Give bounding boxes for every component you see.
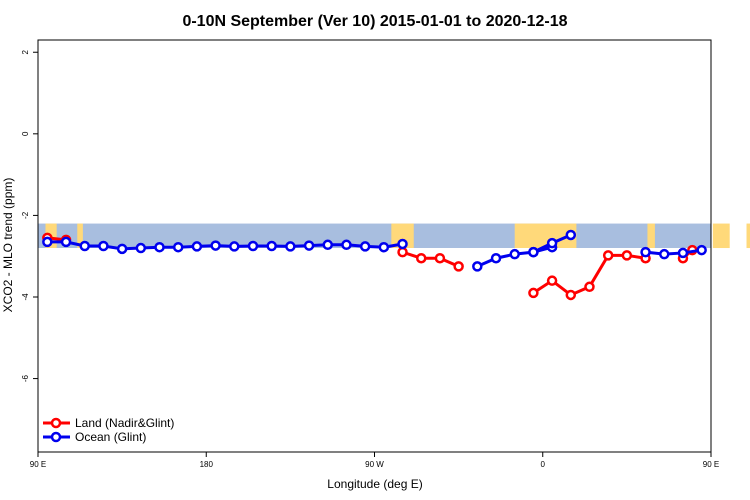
data-point (397, 246, 408, 258)
legend: Land (Nadir&Glint)Ocean (Glint) (43, 416, 174, 444)
y-tick-label: 2 (21, 49, 30, 54)
map-background-band (38, 223, 750, 252)
data-point (341, 239, 352, 251)
data-point (696, 244, 707, 256)
y-tick-label: -2 (21, 211, 30, 219)
legend-marker (50, 431, 62, 443)
data-point (322, 239, 334, 251)
x-tick-label: 90 E (703, 460, 719, 469)
land-mass (647, 223, 655, 249)
series-line (645, 248, 702, 256)
data-point (584, 281, 595, 293)
data-point (565, 289, 577, 301)
legend-marker (50, 417, 62, 429)
data-point (528, 246, 539, 258)
legend-label: Ocean (Glint) (75, 430, 146, 444)
data-point (415, 252, 427, 264)
data-point (285, 241, 296, 252)
series-layer (42, 229, 707, 301)
data-point (528, 287, 539, 299)
series-line (402, 250, 460, 268)
data-point (434, 252, 446, 264)
series-ocean (42, 229, 707, 272)
x-tick-label: 0 (541, 460, 546, 469)
chart-title: 0-10N September (Ver 10) 2015-01-01 to 2… (182, 13, 567, 30)
band-edge (38, 248, 711, 252)
data-point (565, 229, 577, 241)
data-point (42, 236, 53, 248)
land-mass (391, 223, 414, 249)
data-point (60, 236, 72, 248)
data-point (229, 241, 240, 252)
data-point (490, 252, 502, 264)
x-tick-label: 180 (200, 460, 214, 469)
data-point (303, 240, 315, 251)
data-point (453, 261, 464, 272)
y-tick-label: -4 (21, 293, 30, 301)
data-point (210, 240, 221, 251)
land-mass (746, 223, 750, 249)
data-point (397, 238, 408, 250)
ocean-band (38, 223, 711, 249)
data-point (247, 240, 259, 252)
data-point (509, 248, 520, 260)
x-tick-label: 90 W (365, 460, 384, 469)
data-point (154, 241, 165, 253)
land-mass (712, 223, 730, 249)
data-point (378, 241, 390, 253)
axes: 90 E 180 90 W 0 90 E 2 0 -2 -4 -6 (21, 39, 719, 469)
land-mass (77, 223, 83, 249)
y-axis-label: XCO2 - MLO trend (ppm) (1, 178, 15, 313)
data-point (135, 242, 147, 254)
data-point (621, 250, 633, 261)
data-point (640, 246, 651, 258)
y-tick-label: -6 (21, 374, 30, 382)
data-point (546, 275, 558, 286)
data-point (359, 241, 371, 252)
data-point (191, 241, 203, 252)
data-point (546, 237, 558, 249)
y-tick-label: 0 (21, 131, 30, 136)
legend-label: Land (Nadir&Glint) (75, 416, 174, 430)
x-axis-label: Longitude (deg E) (327, 477, 422, 491)
data-point (266, 240, 277, 252)
data-point (79, 240, 90, 252)
data-point (677, 247, 689, 259)
data-point (659, 248, 670, 260)
data-point (472, 261, 483, 272)
data-point (172, 241, 184, 253)
x-tick-label: 90 E (30, 460, 46, 469)
data-point (116, 243, 128, 255)
data-point (98, 240, 109, 252)
data-point (602, 250, 614, 261)
